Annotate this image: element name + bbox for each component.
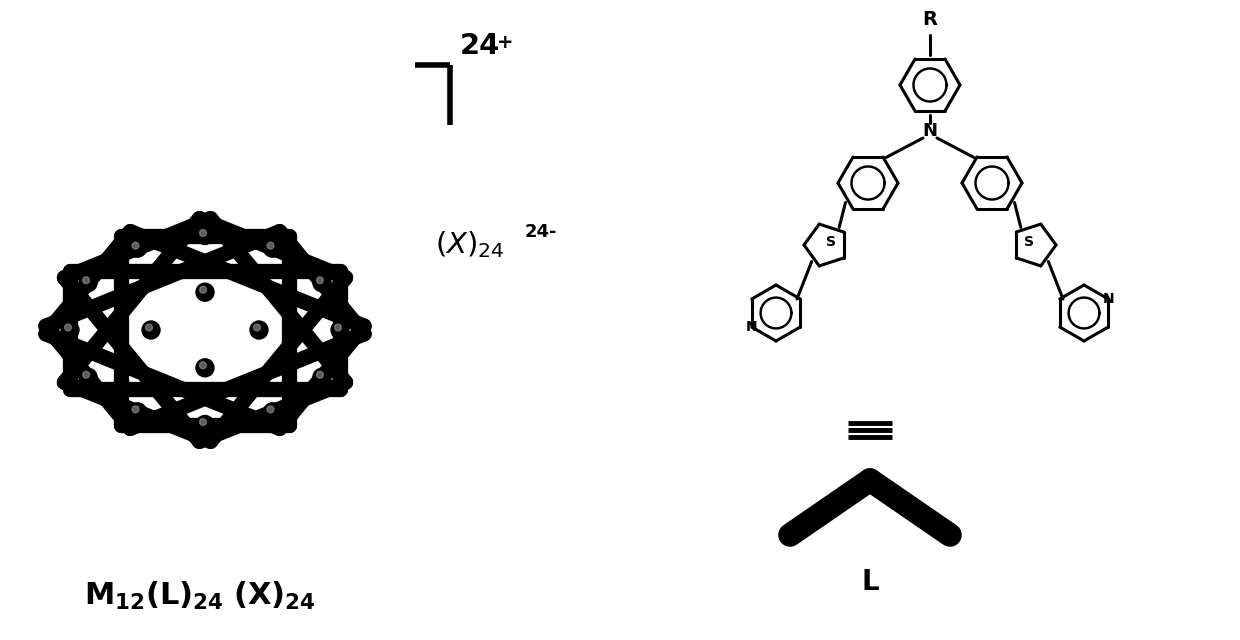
Circle shape bbox=[312, 274, 331, 292]
Circle shape bbox=[250, 321, 268, 339]
Circle shape bbox=[61, 321, 79, 339]
Circle shape bbox=[316, 371, 324, 378]
Circle shape bbox=[331, 321, 348, 339]
Circle shape bbox=[79, 368, 97, 387]
Circle shape bbox=[133, 243, 139, 249]
Text: R: R bbox=[923, 10, 937, 29]
Circle shape bbox=[267, 243, 274, 249]
Circle shape bbox=[200, 419, 206, 426]
Text: N: N bbox=[1102, 292, 1114, 306]
Circle shape bbox=[196, 415, 215, 433]
Circle shape bbox=[145, 324, 153, 331]
Circle shape bbox=[200, 286, 206, 293]
Text: N: N bbox=[746, 320, 758, 334]
Circle shape bbox=[129, 239, 146, 257]
Circle shape bbox=[267, 406, 274, 413]
Text: S: S bbox=[826, 235, 836, 249]
Circle shape bbox=[64, 324, 72, 331]
Text: $(X)_{24}$: $(X)_{24}$ bbox=[435, 230, 505, 260]
Text: L: L bbox=[862, 568, 879, 596]
Circle shape bbox=[83, 277, 89, 284]
Text: $\mathbf{M_{12}(L)_{24}\ (X)_{24}}$: $\mathbf{M_{12}(L)_{24}\ (X)_{24}}$ bbox=[84, 580, 316, 612]
Circle shape bbox=[129, 403, 146, 421]
Text: 24-: 24- bbox=[525, 223, 558, 241]
Circle shape bbox=[263, 403, 281, 421]
Text: S: S bbox=[1024, 235, 1034, 249]
Circle shape bbox=[196, 227, 215, 244]
Circle shape bbox=[254, 324, 260, 331]
Circle shape bbox=[196, 359, 215, 377]
Circle shape bbox=[335, 324, 341, 331]
Circle shape bbox=[200, 362, 206, 369]
Circle shape bbox=[79, 274, 97, 292]
Circle shape bbox=[143, 321, 160, 339]
Circle shape bbox=[196, 283, 215, 301]
Circle shape bbox=[133, 406, 139, 413]
Circle shape bbox=[263, 239, 281, 257]
Circle shape bbox=[200, 230, 206, 236]
Text: 24: 24 bbox=[460, 32, 501, 60]
Circle shape bbox=[316, 277, 324, 284]
Circle shape bbox=[83, 371, 89, 378]
Circle shape bbox=[312, 368, 331, 387]
Text: +: + bbox=[497, 33, 513, 52]
Text: N: N bbox=[923, 122, 937, 140]
